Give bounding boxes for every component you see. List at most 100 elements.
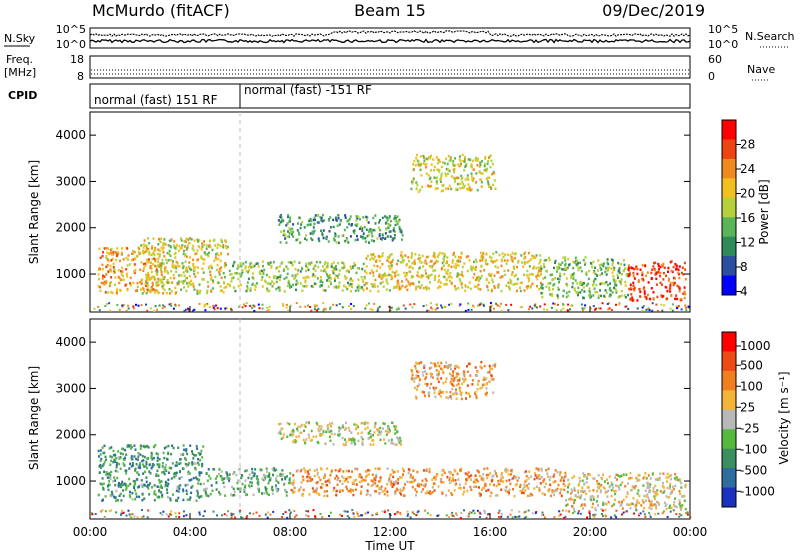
heatmap-cell (431, 264, 434, 268)
heatmap-cell (200, 248, 203, 251)
heatmap-cell (550, 306, 553, 309)
heatmap-cell (124, 284, 127, 287)
heatmap-cell (450, 265, 453, 269)
heatmap-cell (604, 270, 607, 274)
heatmap-cell (357, 215, 360, 218)
heatmap-cell (393, 425, 396, 428)
heatmap-cell (266, 511, 269, 514)
heatmap-cell (183, 286, 185, 289)
heatmap-cell (611, 263, 614, 267)
heatmap-cell (454, 263, 457, 266)
heatmap-cell (301, 475, 304, 478)
heatmap-cell (392, 475, 395, 479)
heatmap-cell (285, 265, 288, 268)
heatmap-cell (358, 480, 361, 484)
heatmap-cell (480, 478, 483, 481)
heatmap-cell (383, 492, 386, 496)
heatmap-cell (443, 252, 446, 256)
heatmap-cell (455, 392, 458, 395)
heatmap-cell (528, 470, 531, 473)
heatmap-cell (459, 186, 462, 190)
heatmap-cell (674, 484, 677, 488)
heatmap-cell (119, 259, 121, 263)
heatmap-cell (110, 259, 113, 262)
heatmap-cell (291, 264, 294, 267)
heatmap-cell (99, 449, 102, 452)
heatmap-cell (137, 452, 140, 455)
heatmap-cell (610, 516, 613, 519)
heatmap-cell (461, 176, 464, 180)
heatmap-cell (584, 256, 587, 259)
heatmap-cell (567, 486, 569, 489)
heatmap-cell (236, 487, 239, 490)
heatmap-cell (416, 388, 418, 391)
heatmap-cell (208, 243, 211, 247)
heatmap-cell (276, 266, 279, 269)
heatmap-cell (171, 262, 174, 266)
heatmap-cell (170, 305, 173, 307)
heatmap-cell (615, 516, 618, 519)
heatmap-cell (611, 483, 614, 486)
heatmap-cell (643, 506, 646, 510)
heatmap-cell (397, 283, 400, 286)
heatmap-cell (205, 253, 208, 256)
heatmap-cell (162, 284, 165, 287)
heatmap-cell (108, 483, 111, 487)
heatmap-cell (678, 276, 681, 280)
heatmap-cell (420, 483, 423, 486)
heatmap-cell (458, 377, 461, 380)
heatmap-cell (379, 237, 382, 240)
heatmap-cell (110, 490, 113, 494)
heatmap-cell (288, 226, 291, 230)
heatmap-cell (388, 430, 391, 434)
heatmap-cell (157, 263, 160, 267)
heatmap-cell (666, 289, 669, 293)
heatmap-cell (592, 260, 595, 264)
heatmap-cell (296, 469, 299, 472)
heatmap-cell (491, 475, 494, 478)
heatmap-cell (314, 218, 317, 221)
heatmap-cell (412, 377, 415, 380)
heatmap-cell (215, 258, 218, 261)
heatmap-cell (97, 449, 100, 453)
heatmap-cell (226, 472, 229, 475)
heatmap-cell (360, 235, 363, 239)
heatmap-cell (565, 277, 568, 280)
heatmap-cell (347, 469, 350, 473)
heatmap-cell (275, 477, 277, 480)
heatmap-cell (485, 473, 488, 477)
heatmap-cell (107, 473, 109, 476)
heatmap-cell (661, 309, 664, 312)
heatmap-cell (416, 271, 419, 274)
heatmap-cell (646, 293, 649, 297)
heatmap-cell (333, 486, 336, 490)
heatmap-cell (149, 307, 152, 310)
heatmap-cell (570, 304, 573, 307)
heatmap-cell (577, 512, 580, 515)
heatmap-cell (125, 514, 128, 517)
heatmap-cell (156, 273, 159, 276)
heatmap-cell (396, 511, 399, 513)
heatmap-cell (653, 495, 656, 498)
heatmap-cell (214, 477, 217, 480)
heatmap-cell (129, 515, 132, 518)
heatmap-cell (461, 180, 464, 184)
heatmap-cell (661, 491, 664, 494)
heatmap-cell (329, 277, 332, 280)
heatmap-cell (361, 441, 364, 444)
heatmap-cell (622, 511, 625, 514)
heatmap-cell (393, 217, 396, 220)
heatmap-cell (489, 274, 492, 278)
heatmap-cell (567, 498, 570, 501)
heatmap-cell (500, 515, 503, 518)
heatmap-cell (130, 516, 133, 519)
heatmap-cell (327, 277, 330, 280)
power-heatmap (93, 112, 691, 312)
heatmap-cell (294, 441, 297, 444)
heatmap-cell (583, 475, 586, 478)
heatmap-cell (267, 481, 270, 485)
heatmap-cell (133, 455, 136, 458)
heatmap-cell (141, 454, 144, 458)
heatmap-cell (417, 190, 420, 194)
heatmap-cell (306, 470, 309, 473)
